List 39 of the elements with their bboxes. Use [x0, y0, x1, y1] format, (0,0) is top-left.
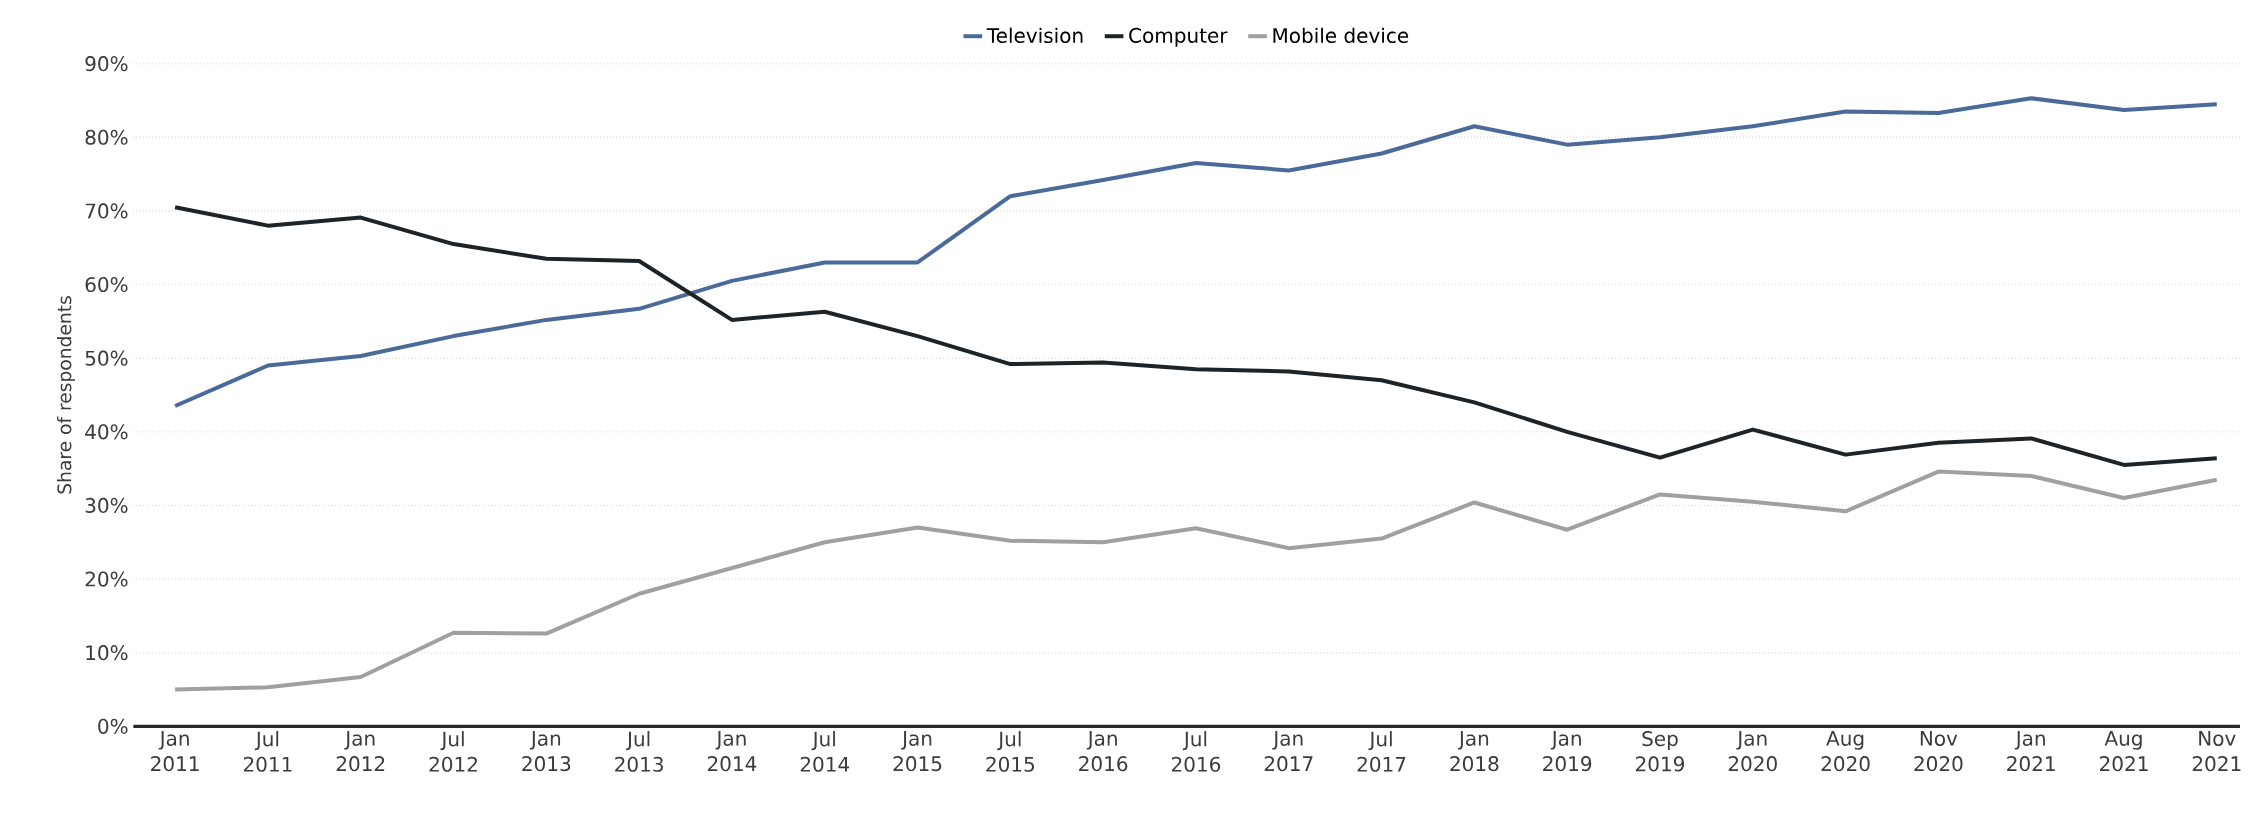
x-tick-label: Jan 2020 — [1728, 731, 1777, 772]
x-tick-label: Jul 2016 — [1171, 731, 1221, 772]
x-tick-label: Jan 2018 — [1450, 731, 1499, 772]
x-tick-label: Aug 2021 — [2100, 731, 2148, 772]
x-tick-label: Jul 2017 — [1357, 731, 1406, 772]
x-tick-label: Jul 2014 — [800, 731, 850, 772]
y-axis-title: Share of respondents — [56, 296, 76, 494]
y-tick-label: 20% — [85, 571, 128, 587]
legend-label: Mobile device — [1273, 27, 1409, 44]
x-tick-label: Jan 2011 — [151, 731, 199, 772]
x-tick-label: Jan 2016 — [1079, 731, 1128, 772]
legend-label: Television — [986, 27, 1083, 44]
y-tick-label: 0% — [98, 718, 128, 734]
y-tick-label: 80% — [85, 129, 128, 145]
x-tick-label: Jul 2011 — [243, 731, 292, 772]
legend-label: Computer — [1129, 27, 1228, 47]
line-series — [173, 96, 2219, 409]
y-tick-label: 30% — [85, 497, 128, 514]
line-series — [173, 205, 2219, 467]
x-tick-label: Jan 2012 — [336, 731, 385, 772]
y-tick-label: 50% — [85, 350, 128, 366]
y-tick-label: 10% — [86, 645, 128, 661]
x-tick-label: Aug 2020 — [1821, 731, 1870, 772]
y-tick-label: 40% — [85, 424, 128, 440]
y-tick-label: 90% — [85, 56, 128, 72]
x-tick-label: Jan 2017 — [1264, 731, 1313, 772]
x-tick-label: Jan 2021 — [2007, 731, 2055, 772]
x-tick-label: Jan 2014 — [707, 731, 757, 772]
x-tick-label: Sep 2019 — [1635, 731, 1684, 772]
x-tick-label: Jul 2013 — [615, 731, 663, 772]
x-tick-label: Nov 2020 — [1914, 731, 1963, 772]
x-tick-label: Jan 2013 — [522, 731, 571, 772]
x-tick-label: Jan 2019 — [1543, 731, 1592, 772]
y-tick-label: 70% — [85, 203, 128, 219]
x-tick-label: Jul 2015 — [986, 731, 1035, 772]
x-tick-label: Nov 2021 — [2192, 731, 2241, 772]
y-tick-label: 60% — [85, 276, 128, 293]
x-tick-label: Jan 2015 — [893, 731, 942, 772]
x-tick-label: Jul 2012 — [429, 731, 477, 772]
